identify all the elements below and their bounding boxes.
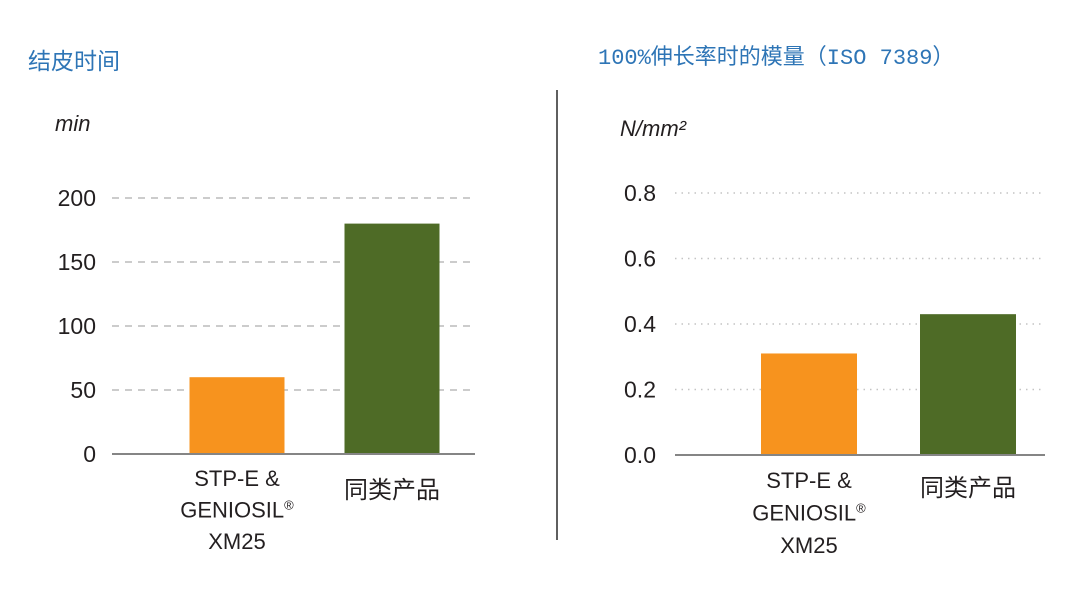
chart-title: 结皮时间 xyxy=(28,49,120,75)
skin-time-chart: 结皮时间 min 0 50 100 150 200 STP-E & GENIOSIL® XM25 同… xyxy=(28,49,475,554)
x-category-label-line: 同类产品 xyxy=(344,476,440,504)
chart-title: 100%伸长率时的模量（ISO 7389） xyxy=(598,45,954,71)
modulus-chart: 100%伸长率时的模量（ISO 7389） N/mm² 0.0 0.2 0.4 0.6 0.… xyxy=(598,45,1045,558)
bar-stp-e-geniosil-xm25 xyxy=(189,377,285,454)
y-tick-label: 0.2 xyxy=(624,377,656,403)
y-tick-label: 150 xyxy=(58,249,96,275)
y-tick-label: 200 xyxy=(58,185,96,211)
y-tick-label: 0.4 xyxy=(624,311,656,337)
x-category-label-line: 同类产品 xyxy=(920,474,1016,502)
y-tick-label: 100 xyxy=(58,313,96,339)
x-category-label-similar-product: 同类产品 xyxy=(344,476,440,504)
x-category-label-line: GENIOSIL® xyxy=(180,498,294,523)
y-tick-label: 0.0 xyxy=(624,442,656,468)
y-tick-label: 0.6 xyxy=(624,246,656,272)
x-category-label-similar-product: 同类产品 xyxy=(920,474,1016,502)
y-tick-label: 0 xyxy=(83,441,96,467)
bar-similar-product xyxy=(920,314,1016,455)
y-axis-unit-label: min xyxy=(55,111,90,136)
x-category-label-line: GENIOSIL® xyxy=(752,501,866,526)
bar-stp-e-geniosil-xm25 xyxy=(761,353,857,455)
x-category-label-line: XM25 xyxy=(780,533,837,558)
x-category-label-line: STP-E & xyxy=(194,466,280,491)
x-category-label-line: XM25 xyxy=(208,529,265,554)
y-tick-label: 0.8 xyxy=(624,180,656,206)
x-category-label-stp-e-geniosil-xm25: STP-E & GENIOSIL® XM25 xyxy=(752,468,866,558)
bar-similar-product xyxy=(344,223,440,454)
x-category-label-stp-e-geniosil-xm25: STP-E & GENIOSIL® XM25 xyxy=(180,466,294,554)
y-axis-unit-label: N/mm² xyxy=(620,116,687,141)
y-tick-label: 50 xyxy=(70,377,96,403)
x-category-label-line: STP-E & xyxy=(766,468,852,493)
